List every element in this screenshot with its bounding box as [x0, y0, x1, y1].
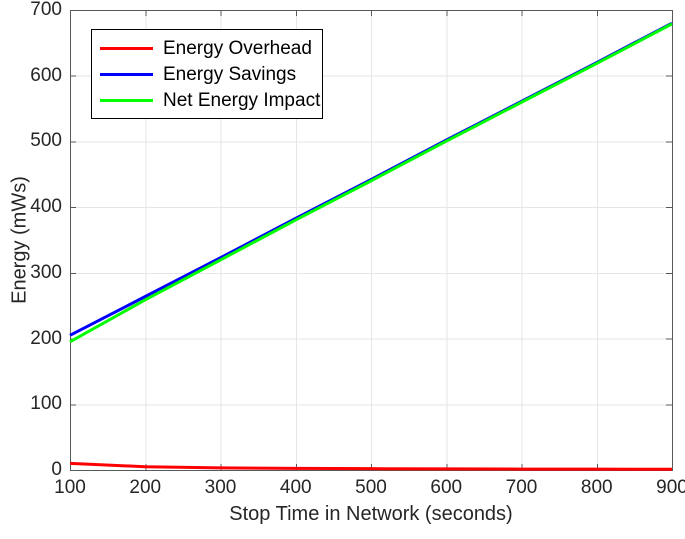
legend: Energy Overhead Energy Savings Net Energ…: [91, 29, 323, 119]
x-axis-label: Stop Time in Network (seconds): [229, 503, 513, 525]
x-tick-label: 500: [355, 477, 387, 498]
y-tick-label: 100: [30, 393, 62, 415]
y-tick-label: 700: [30, 0, 62, 20]
x-tick-label: 200: [129, 477, 162, 498]
legend-line-sample-green: [100, 98, 153, 102]
legend-item-label: Net Energy Impact: [163, 89, 321, 111]
legend-item-label: Energy Savings: [163, 63, 297, 85]
y-tick-label: 400: [30, 196, 62, 218]
x-tick-label: 700: [505, 477, 538, 498]
legend-item-label: Energy Overhead: [163, 37, 312, 59]
x-tick-label: 800: [580, 477, 613, 498]
x-tick-label: 900: [656, 477, 685, 498]
y-tick-label: 600: [30, 64, 62, 86]
legend-item: Net Energy Impact: [100, 87, 320, 113]
y-tick-label: 200: [30, 327, 62, 349]
y-tick-label: 300: [30, 261, 62, 283]
y-tick-label: 0: [51, 459, 62, 480]
x-tick-label: 300: [204, 477, 237, 498]
legend-item: Energy Overhead: [100, 35, 316, 61]
y-tick-label: 500: [30, 130, 62, 152]
legend-line-sample-red: [100, 46, 153, 50]
x-tick-label: 600: [430, 477, 463, 498]
x-tick-label: 400: [279, 477, 312, 498]
x-tick-label: 100: [54, 477, 86, 498]
legend-line-sample-blue: [100, 72, 153, 76]
legend-item: Energy Savings: [100, 61, 316, 87]
